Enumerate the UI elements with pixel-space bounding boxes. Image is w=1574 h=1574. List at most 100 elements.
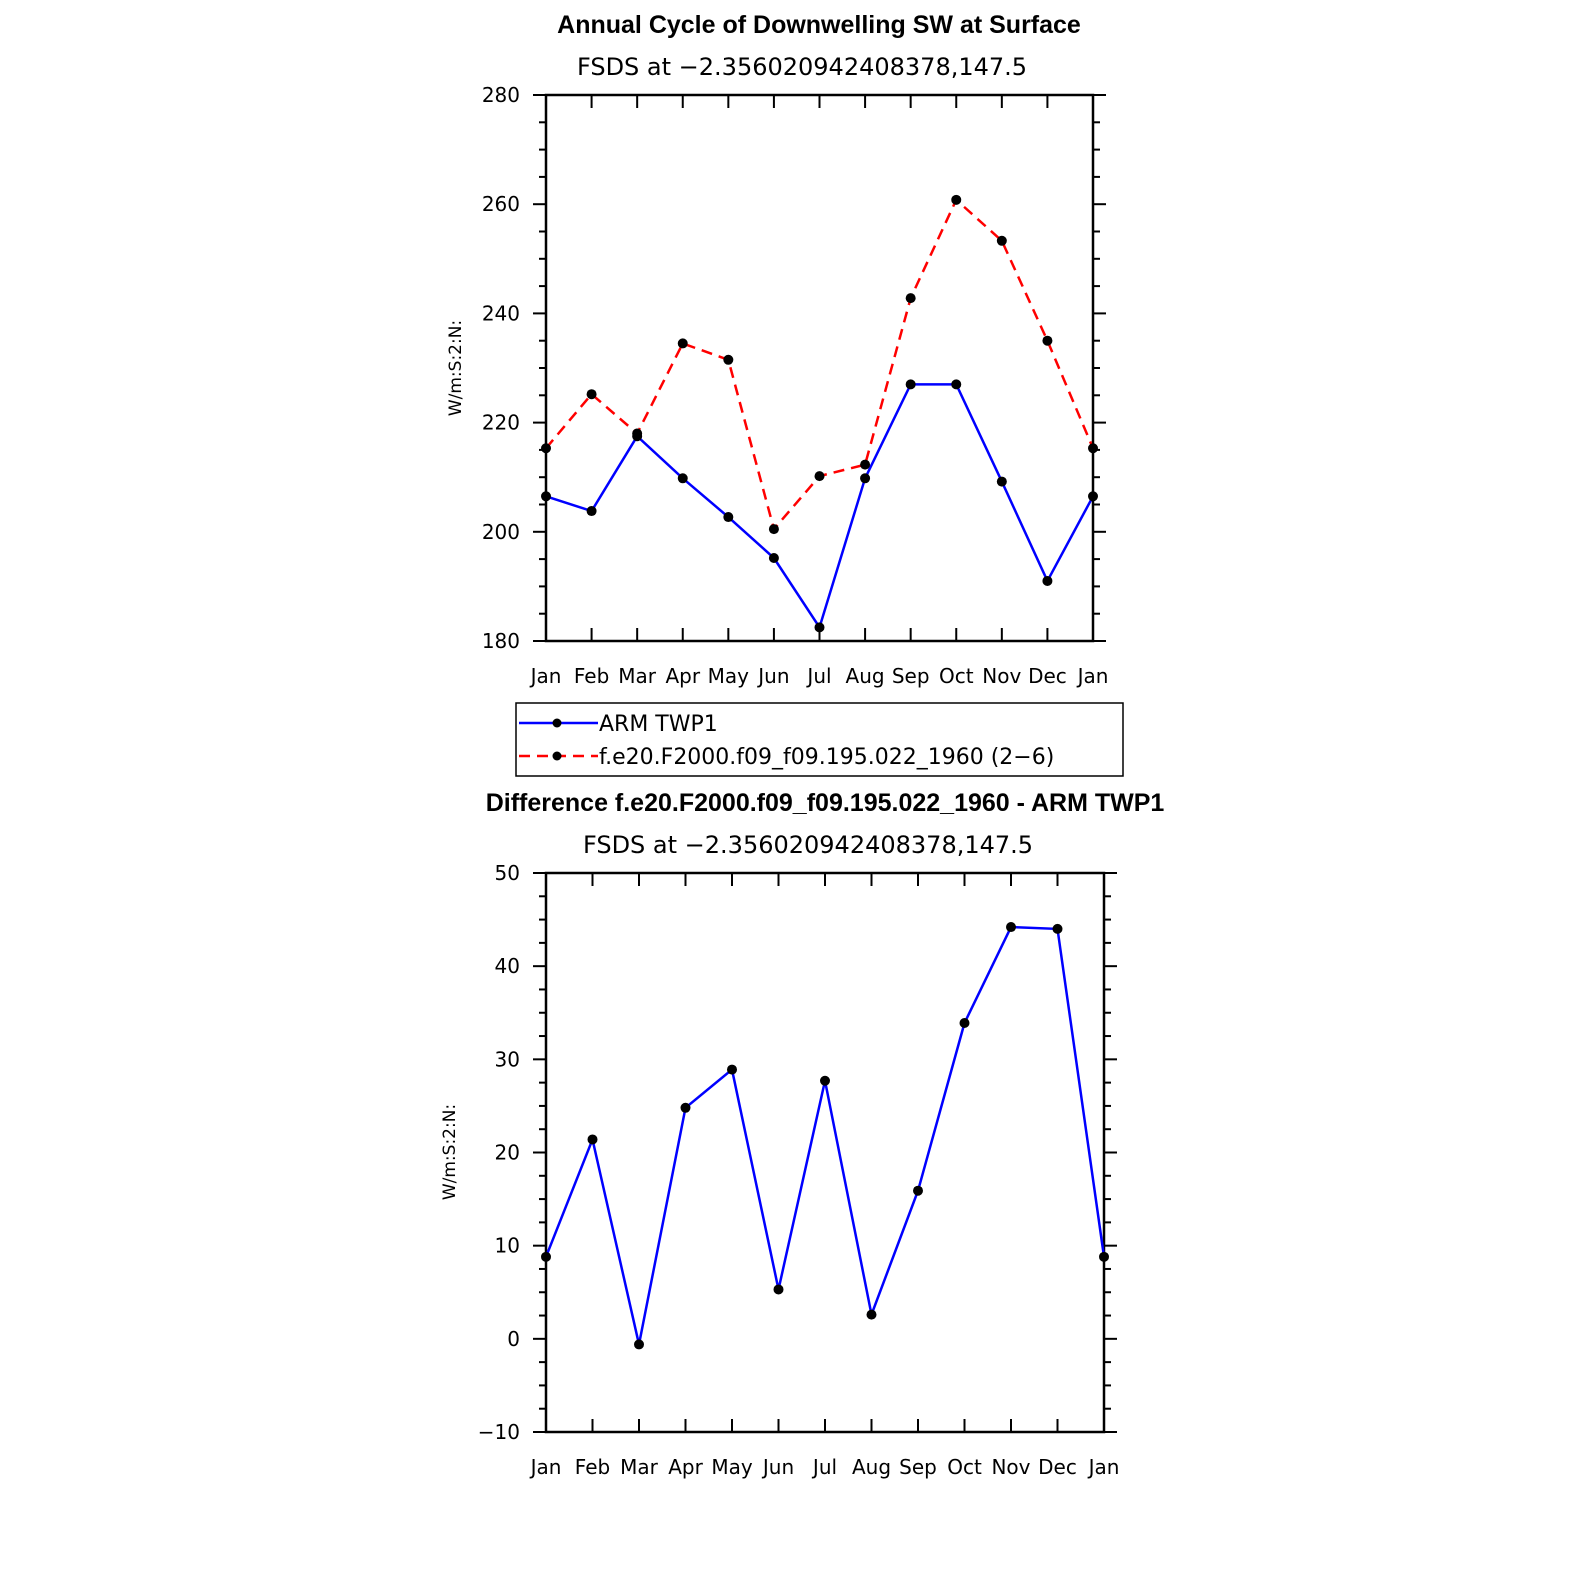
bottom-chart: Difference f.e20.F2000.f09_f09.195.022_1… bbox=[440, 789, 1164, 1479]
bottom-ytick-label: 50 bbox=[495, 861, 520, 885]
legend-label-arm: ARM TWP1 bbox=[599, 712, 718, 737]
bottom-ytick-label: 0 bbox=[507, 1327, 520, 1351]
top-chart: Annual Cycle of Downwelling SW at Surfac… bbox=[446, 11, 1124, 777]
bottom-series-0-point bbox=[866, 1309, 877, 1320]
top-xtick-label: May bbox=[708, 664, 750, 688]
top-xtick-label: Jan bbox=[1076, 664, 1109, 688]
legend-box bbox=[515, 702, 1124, 777]
bottom-series-0-point bbox=[913, 1185, 923, 1196]
top-series-1-point bbox=[951, 194, 962, 205]
top-series-1-point bbox=[768, 524, 779, 535]
bottom-plot-frame bbox=[544, 871, 1106, 1434]
bottom-ytick-label: 10 bbox=[495, 1234, 520, 1258]
top-xtick-label: Jul bbox=[805, 664, 831, 688]
top-series-group bbox=[541, 194, 1098, 633]
bottom-xtick-label: Dec bbox=[1038, 1455, 1077, 1479]
bottom-xtick-label: Jun bbox=[761, 1455, 794, 1479]
top-xtick-label: Nov bbox=[982, 664, 1021, 688]
bottom-xtick-label: Mar bbox=[620, 1455, 659, 1479]
bottom-ytick-label: −10 bbox=[478, 1420, 520, 1444]
bottom-series-0-point bbox=[727, 1064, 737, 1075]
bottom-xtick-label: Feb bbox=[575, 1455, 610, 1479]
bottom-series-0-point bbox=[1099, 1251, 1109, 1262]
bottom-xtick-label: Aug bbox=[852, 1455, 891, 1479]
bottom-ytick-label: 20 bbox=[495, 1141, 520, 1165]
top-series-0-point bbox=[1042, 575, 1053, 586]
top-series-0-point bbox=[1088, 491, 1098, 502]
bottom-axis-ticks: Jan Feb Mar Apr May Jun Jul Aug Sep Oct Nov Dec Jan−… bbox=[478, 861, 1120, 1479]
bottom-series-group bbox=[541, 922, 1109, 1350]
bottom-xtick-label: Oct bbox=[947, 1455, 982, 1479]
top-legend: ARM TWP1 f.e20.F2000.f09_f09.195.022_196… bbox=[515, 702, 1124, 777]
bottom-series-0-point bbox=[959, 1017, 970, 1028]
top-series-1-point bbox=[814, 471, 825, 482]
top-xtick-label: Jan bbox=[529, 664, 562, 688]
top-series-0-point bbox=[586, 506, 597, 517]
top-series-0-point bbox=[768, 553, 779, 564]
top-series-0-point bbox=[951, 379, 962, 390]
top-xtick-label: Mar bbox=[618, 664, 657, 688]
top-series-1-point bbox=[677, 338, 688, 349]
top-xtick-label: Oct bbox=[939, 664, 974, 688]
top-series-0-point bbox=[723, 512, 734, 523]
bottom-xtick-label: Jan bbox=[529, 1455, 562, 1479]
top-xtick-label: Apr bbox=[665, 664, 700, 688]
top-xtick-label: Dec bbox=[1028, 664, 1067, 688]
bottom-ytick-label: 30 bbox=[495, 1047, 520, 1071]
bottom-series-line-0 bbox=[544, 925, 1106, 1345]
bottom-series-0-point bbox=[541, 1251, 551, 1262]
top-series-1-point bbox=[1088, 443, 1098, 454]
top-series-1-point bbox=[723, 354, 734, 365]
top-ytick-label: 200 bbox=[482, 520, 520, 544]
top-series-1-point bbox=[541, 443, 551, 454]
top-series-1-point bbox=[632, 428, 643, 439]
bottom-series-0-point bbox=[1052, 923, 1063, 934]
top-series-0-point bbox=[860, 473, 871, 484]
bottom-ytick-label: 40 bbox=[495, 954, 520, 978]
top-ytick-label: 180 bbox=[482, 629, 520, 653]
bottom-series-0-point bbox=[634, 1339, 644, 1350]
top-series-line-0 bbox=[545, 383, 1095, 631]
bottom-xtick-label: May bbox=[711, 1455, 753, 1479]
bottom-series-0-point bbox=[773, 1284, 784, 1295]
bottom-xtick-label: Apr bbox=[668, 1455, 703, 1479]
top-ytick-label: 260 bbox=[482, 192, 520, 216]
top-series-0-point bbox=[814, 622, 825, 633]
top-series-1-point bbox=[586, 389, 597, 400]
top-series-0-point bbox=[541, 491, 551, 502]
top-series-0-point bbox=[996, 476, 1007, 487]
top-plot-frame bbox=[544, 93, 1095, 643]
bottom-chart-ylabel: W/m:S:2:N: bbox=[440, 1104, 460, 1200]
top-xtick-label: Sep bbox=[892, 664, 930, 688]
top-chart-ylabel: W/m:S:2:N: bbox=[446, 320, 466, 416]
bottom-xtick-label: Nov bbox=[991, 1455, 1030, 1479]
legend-entry-model: f.e20.F2000.f09_f09.195.022_1960 (2−6) bbox=[519, 745, 1054, 770]
bottom-series-0-point bbox=[680, 1102, 691, 1113]
top-chart-title: Annual Cycle of Downwelling SW at Surfac… bbox=[557, 11, 1081, 39]
top-ytick-label: 280 bbox=[482, 83, 520, 107]
top-series-1-point bbox=[860, 459, 871, 470]
bottom-chart-title: Difference f.e20.F2000.f09_f09.195.022_1… bbox=[486, 789, 1165, 817]
top-axis-ticks: Jan Feb Mar Apr May Jun Jul Aug Sep Oct Nov Dec Jan 1… bbox=[482, 83, 1109, 688]
top-series-0-point bbox=[905, 379, 916, 390]
legend-marker-arm bbox=[552, 718, 562, 728]
bottom-series-0-point bbox=[1006, 922, 1016, 933]
legend-marker-model bbox=[552, 751, 562, 761]
bottom-series-0-point bbox=[587, 1134, 598, 1145]
top-series-1-point bbox=[1042, 335, 1053, 346]
top-xtick-label: Aug bbox=[846, 664, 885, 688]
top-series-0-point bbox=[677, 473, 688, 484]
top-series-1-point bbox=[905, 293, 916, 304]
bottom-series-0-point bbox=[820, 1075, 830, 1086]
top-ytick-label: 240 bbox=[482, 301, 520, 325]
legend-entry-arm: ARM TWP1 bbox=[519, 712, 718, 737]
top-xtick-label: Jun bbox=[756, 664, 789, 688]
top-xtick-label: Feb bbox=[574, 664, 609, 688]
bottom-xtick-label: Sep bbox=[899, 1455, 937, 1479]
bottom-xtick-label: Jan bbox=[1087, 1455, 1120, 1479]
bottom-chart-subtitle: FSDS at −2.356020942408378,147.5 bbox=[583, 831, 1033, 859]
top-ytick-label: 220 bbox=[482, 411, 520, 435]
bottom-xtick-label: Jul bbox=[811, 1455, 837, 1479]
top-chart-subtitle: FSDS at −2.356020942408378,147.5 bbox=[577, 53, 1027, 81]
